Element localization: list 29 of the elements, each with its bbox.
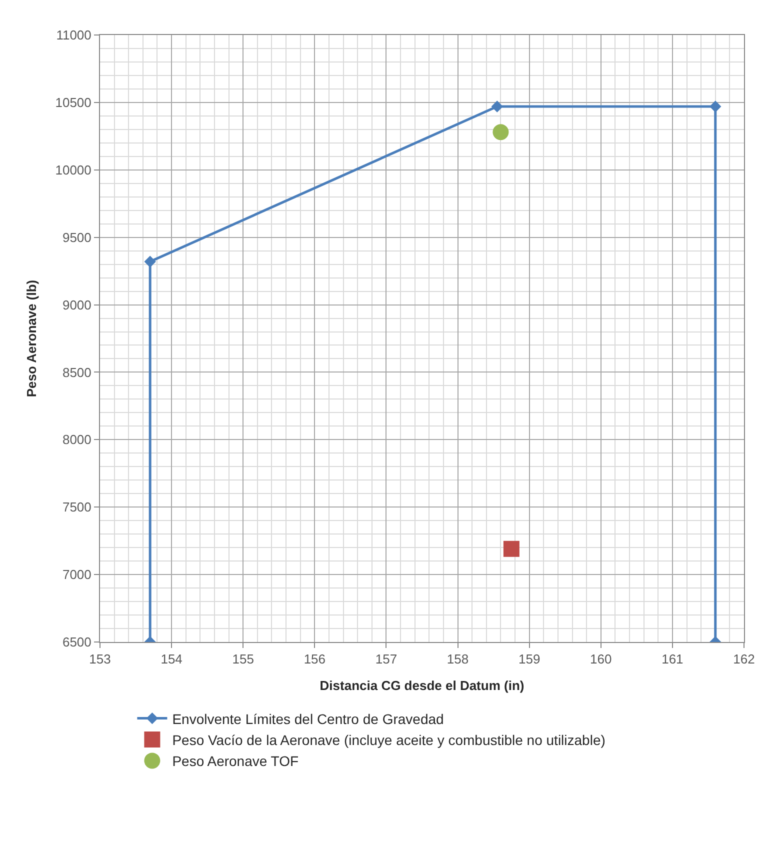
x-tick-label: 161 [662,652,684,667]
x-tick-label: 162 [733,652,755,667]
y-tick-label: 9000 [62,297,92,312]
x-tick-label: 155 [232,652,254,667]
x-tick-label: 159 [518,652,540,667]
x-tick-label: 158 [446,652,469,667]
point [710,100,722,112]
y-tick-label: 10500 [55,94,92,110]
y-tick-label: 7500 [62,500,92,515]
y-tick-label: 6500 [62,634,92,650]
y-tick-label: 7000 [62,567,92,582]
point [491,100,503,112]
y-tick-label: 11000 [56,28,92,43]
legend-label: Peso Vacío de la Aeronave (incluye aceite y combustible no utilizable) [172,732,606,748]
y-tick-label: 8000 [62,432,92,448]
point [492,124,509,140]
x-tick-label: 154 [160,652,182,667]
x-tick-label: 156 [304,652,326,667]
legend-label: Envolvente Límites del Centro de Gravedad [172,710,444,727]
point [144,256,156,268]
y-axis-title: Peso Aeronave (lb) [24,280,40,398]
y-tick-label: 8500 [62,364,92,380]
x-tick-label: 160 [590,652,612,667]
x-axis-title: Distancia CG desde el Datum (in) [320,678,524,694]
legend-label: Peso Aeronave TOF [172,753,299,770]
y-tick-label: 9500 [62,230,92,245]
y-tick-label: 10000 [55,162,92,178]
x-tick-label: 157 [375,652,398,667]
x-tick-label: 153 [89,652,111,667]
